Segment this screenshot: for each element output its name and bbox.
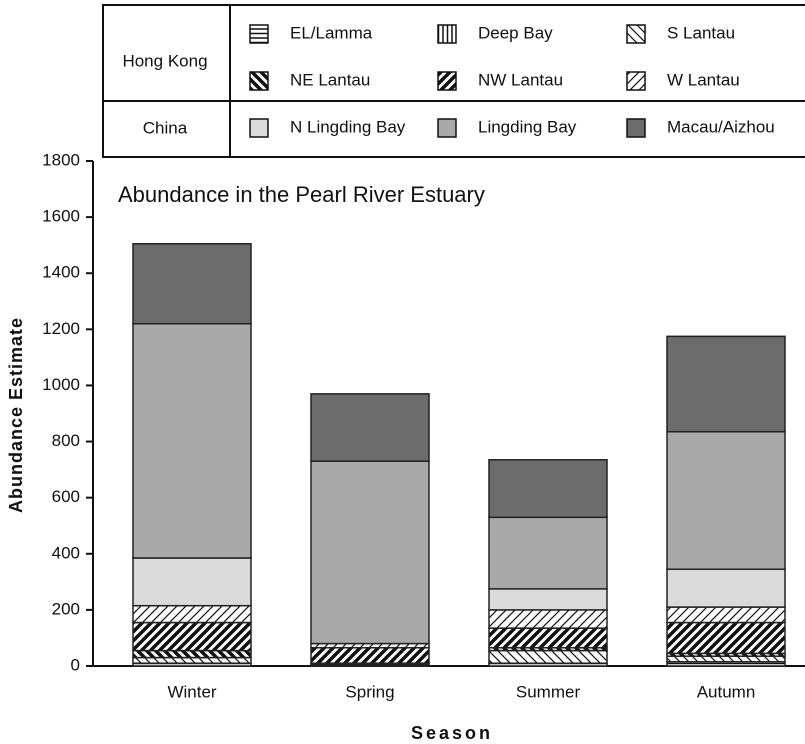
legend-label: W Lantau: [667, 70, 740, 89]
bar-segment: [488, 627, 608, 649]
bar-segment: [666, 655, 786, 663]
bar-segment: [132, 557, 252, 607]
x-tick-label: Spring: [345, 682, 394, 701]
legend-label: EL/Lamma: [290, 23, 373, 42]
bar-segment: [488, 459, 608, 519]
bar-segment: [666, 568, 786, 608]
x-tick-label: Winter: [167, 682, 216, 701]
legend-label: Lingding Bay: [478, 117, 577, 136]
bar-segment: [310, 647, 430, 664]
bar-segment: [488, 649, 608, 664]
bar-segment: [666, 430, 786, 570]
bar-segment: [666, 621, 786, 655]
legend-swatch: [437, 24, 457, 44]
x-axis-title: Season: [411, 723, 493, 743]
bar-segment: [488, 588, 608, 611]
legend-swatch: [249, 71, 269, 91]
bar-segment: [132, 656, 252, 664]
x-tick-label: Summer: [516, 682, 581, 701]
x-tick-label: Autumn: [697, 682, 756, 701]
legend-swatch: [626, 71, 646, 91]
legend-group-label: Hong Kong: [122, 51, 207, 70]
y-tick-label: 1800: [42, 150, 80, 169]
legend-swatch: [437, 118, 457, 138]
legend-swatch: [626, 24, 646, 44]
bar-segment: [132, 604, 252, 624]
y-axis-title: Abundance Estimate: [6, 317, 26, 513]
legend-frame: [102, 4, 805, 158]
legend-label: NW Lantau: [478, 70, 563, 89]
chart-title: Abundance in the Pearl River Estuary: [118, 182, 485, 207]
bar-segment: [132, 621, 252, 652]
legend-swatch: [626, 118, 646, 138]
bar-segment: [666, 335, 786, 433]
bar-segment: [132, 243, 252, 325]
legend-swatch: [249, 24, 269, 44]
bar-segment: [310, 460, 430, 645]
bar-segment: [666, 606, 786, 624]
legend-swatch: [437, 71, 457, 91]
bar-segment: [132, 649, 252, 659]
y-tick-label: 1000: [42, 375, 80, 394]
legend-label: Macau/Aizhou: [667, 117, 775, 136]
bar-segment: [488, 609, 608, 629]
legend-swatch: [249, 118, 269, 138]
bar-segment: [310, 393, 430, 462]
y-tick-label: 1400: [42, 263, 80, 282]
legend-label: Deep Bay: [478, 23, 553, 42]
legend-label: N Lingding Bay: [290, 117, 406, 136]
legend-label: S Lantau: [667, 23, 735, 42]
y-tick-label: 600: [52, 487, 80, 506]
bar-segment: [132, 322, 252, 559]
legend-label: NE Lantau: [290, 70, 370, 89]
y-tick-label: 400: [52, 543, 80, 562]
y-tick-label: 1600: [42, 207, 80, 226]
legend-group-label: China: [143, 118, 188, 137]
y-tick-label: 0: [71, 655, 80, 674]
y-tick-label: 200: [52, 599, 80, 618]
y-tick-label: 800: [52, 431, 80, 450]
y-tick-label: 1200: [42, 319, 80, 338]
bar-segment: [488, 516, 608, 590]
